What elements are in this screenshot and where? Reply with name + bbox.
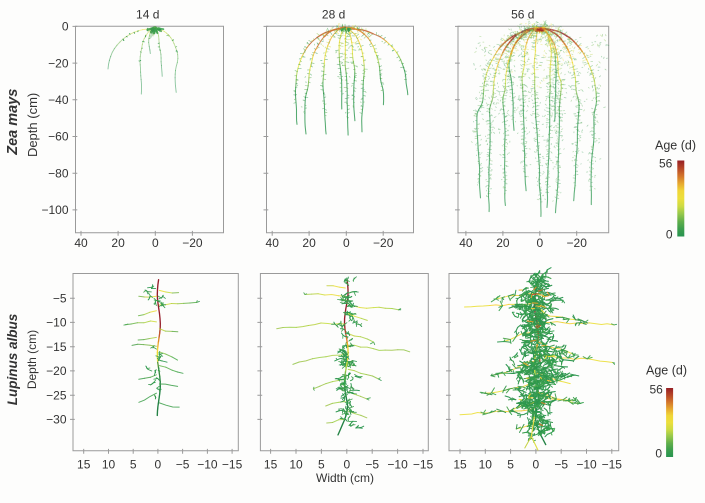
svg-text:14 d: 14 d (136, 8, 159, 22)
svg-text:0: 0 (655, 447, 662, 461)
svg-text:Age (d): Age (d) (646, 364, 687, 378)
svg-text:Age (d): Age (d) (655, 139, 696, 153)
svg-text:−5: −5 (176, 458, 190, 472)
svg-text:−20: −20 (373, 236, 394, 250)
svg-text:−15: −15 (222, 458, 243, 472)
svg-text:−60: −60 (48, 130, 69, 144)
svg-text:−10: −10 (387, 458, 408, 472)
svg-text:0: 0 (533, 458, 540, 472)
svg-text:0: 0 (536, 236, 543, 250)
svg-text:56: 56 (649, 383, 663, 397)
svg-text:5: 5 (318, 458, 325, 472)
svg-text:−20: −20 (567, 236, 588, 250)
svg-text:−5: −5 (554, 458, 568, 472)
svg-text:−15: −15 (602, 458, 623, 472)
svg-text:56 d: 56 d (511, 8, 534, 22)
svg-text:0: 0 (152, 236, 159, 250)
svg-text:−30: −30 (46, 413, 67, 427)
svg-text:40: 40 (459, 236, 473, 250)
svg-text:0: 0 (343, 236, 350, 250)
svg-text:−5: −5 (365, 458, 379, 472)
svg-text:0: 0 (666, 228, 673, 242)
svg-text:Depth (cm): Depth (cm) (25, 330, 39, 389)
svg-text:−5: −5 (53, 291, 67, 305)
svg-text:−10: −10 (197, 458, 218, 472)
svg-text:−80: −80 (48, 166, 69, 180)
svg-text:−40: −40 (48, 93, 69, 107)
svg-text:−100: −100 (41, 203, 68, 217)
svg-text:−20: −20 (182, 236, 203, 250)
svg-text:−25: −25 (46, 388, 67, 402)
svg-text:−20: −20 (48, 56, 69, 70)
svg-text:0: 0 (343, 458, 350, 472)
svg-text:0: 0 (62, 20, 69, 34)
svg-text:5: 5 (130, 458, 137, 472)
svg-text:56: 56 (659, 157, 673, 171)
svg-text:−15: −15 (46, 340, 67, 354)
svg-text:20: 20 (111, 236, 125, 250)
svg-text:0: 0 (155, 458, 162, 472)
svg-text:−10: −10 (46, 316, 67, 330)
svg-text:15: 15 (264, 458, 278, 472)
svg-text:10: 10 (289, 458, 303, 472)
svg-text:10: 10 (479, 458, 493, 472)
svg-text:Zea mays: Zea mays (5, 89, 21, 156)
svg-text:10: 10 (102, 458, 116, 472)
svg-text:−10: −10 (576, 458, 597, 472)
svg-text:−20: −20 (46, 364, 67, 378)
svg-text:40: 40 (74, 236, 88, 250)
svg-text:Lupinus albus: Lupinus albus (5, 313, 20, 405)
svg-text:5: 5 (507, 458, 514, 472)
svg-text:15: 15 (453, 458, 467, 472)
svg-text:Depth (cm): Depth (cm) (25, 93, 40, 157)
svg-text:20: 20 (496, 236, 510, 250)
svg-text:15: 15 (77, 458, 91, 472)
svg-text:40: 40 (266, 236, 280, 250)
svg-text:20: 20 (302, 236, 316, 250)
svg-text:−15: −15 (413, 458, 434, 472)
svg-text:Width (cm): Width (cm) (316, 471, 374, 485)
svg-text:28 d: 28 d (322, 8, 345, 22)
